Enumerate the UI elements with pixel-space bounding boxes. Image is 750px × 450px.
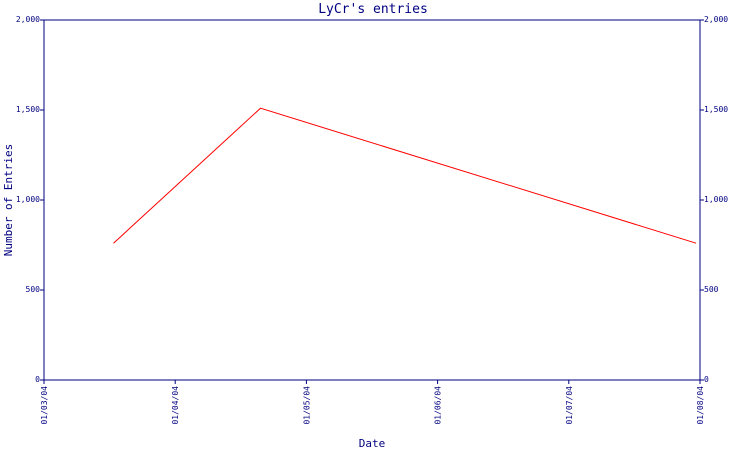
y-axis-label: Number of Entries <box>2 144 15 257</box>
y-tick-label-right: 1,500 <box>704 105 728 114</box>
series-line <box>113 107 697 244</box>
y-tick-label-right: 2,000 <box>704 15 728 24</box>
x-axis: 01/03/04 01/04/04 01/05/04 01/06/04 01/07/04… <box>40 380 705 425</box>
y-axis-left: 0 500 1,000 1,500 2,000 <box>16 15 44 384</box>
x-tick-label: 01/07/04 <box>565 386 574 425</box>
chart-title: LyCr's entries <box>318 2 428 17</box>
y-tick-label-left: 1,000 <box>16 195 40 204</box>
plot-frame <box>43 19 701 381</box>
y-tick-label-right: 0 <box>704 375 709 384</box>
x-axis-label: Date <box>359 437 386 450</box>
series-layer <box>113 107 697 244</box>
x-tick-label: 01/06/04 <box>434 386 443 425</box>
y-tick-label-right: 1,000 <box>704 195 728 204</box>
x-tick-label: 01/05/04 <box>302 386 311 425</box>
plot-border <box>43 19 701 381</box>
y-tick-label-left: 500 <box>26 285 41 294</box>
x-tick-label: 01/04/04 <box>171 386 180 425</box>
x-tick-label: 01/03/04 <box>40 386 49 425</box>
y-tick-label-left: 1,500 <box>16 105 40 114</box>
y-axis-right: 0 500 1,000 1,500 2,000 <box>700 15 728 384</box>
x-tick-label: 01/08/04 <box>696 386 705 425</box>
y-tick-label-right: 500 <box>704 285 719 294</box>
y-tick-label-left: 0 <box>35 375 40 384</box>
y-tick-label-left: 2,000 <box>16 15 40 24</box>
